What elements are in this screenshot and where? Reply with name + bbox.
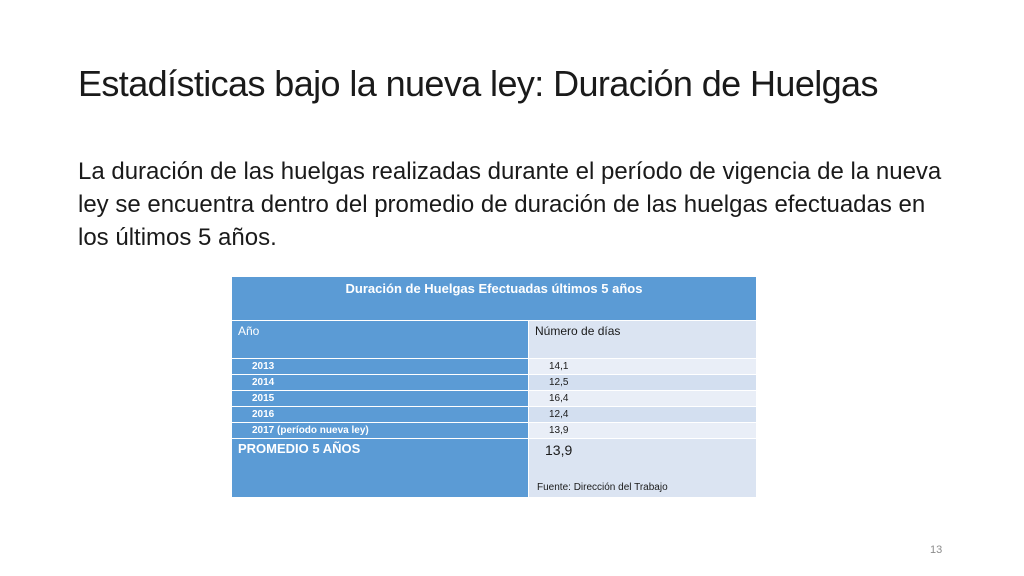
table-average-row: PROMEDIO 5 AÑOS 13,9 Fuente: Dirección d…: [231, 438, 758, 498]
source-note: Fuente: Dirección del Trabajo: [537, 482, 668, 493]
slide-body-text: La duración de las huelgas realizadas du…: [78, 158, 942, 251]
days-cell: 14,1: [527, 358, 758, 375]
days-cell: 12,4: [527, 406, 758, 423]
table-caption-row: Duración de Huelgas Efectuadas últimos 5…: [230, 276, 758, 321]
column-header-days-text: Número de días: [535, 324, 621, 338]
table-row: 2017 (período nueva ley) 13,9: [231, 422, 758, 439]
table-caption: Duración de Huelgas Efectuadas últimos 5…: [230, 276, 758, 321]
year-text: 2013: [252, 361, 275, 372]
days-text: 13,9: [549, 425, 569, 436]
table-row: 2015 16,4: [231, 390, 758, 407]
year-cell: 2014: [231, 374, 529, 391]
page-number: 13: [930, 544, 943, 556]
table-row: 2014 12,5: [231, 374, 758, 391]
year-text: 2017 (período nueva ley): [252, 425, 369, 436]
column-header-days: Número de días: [527, 320, 758, 359]
year-text: 2016: [252, 409, 275, 420]
table-row: 2016 12,4: [231, 406, 758, 423]
days-text: 12,5: [549, 377, 569, 388]
year-cell: 2013: [231, 358, 529, 375]
year-cell: 2016: [231, 406, 529, 423]
table-row: 2013 14,1: [231, 358, 758, 375]
table-caption-text: Duración de Huelgas Efectuadas últimos 5…: [345, 281, 643, 296]
year-cell: 2015: [231, 390, 529, 407]
days-text: 14,1: [549, 361, 569, 372]
year-cell: 2017 (período nueva ley): [231, 422, 529, 439]
strike-duration-table-wrapper: Duración de Huelgas Efectuadas últimos 5…: [230, 276, 758, 498]
column-header-year-text: Año: [238, 324, 260, 338]
table-header-row: Año Número de días: [231, 320, 758, 359]
average-label: PROMEDIO 5 AÑOS: [238, 441, 361, 456]
days-text: 16,4: [549, 393, 569, 404]
days-cell: 12,5: [527, 374, 758, 391]
days-cell: 13,9: [527, 422, 758, 439]
strike-duration-table: Duración de Huelgas Efectuadas últimos 5…: [230, 276, 758, 498]
average-value-cell: 13,9 Fuente: Dirección del Trabajo: [527, 438, 758, 498]
year-text: 2015: [252, 393, 275, 404]
column-header-year: Año: [231, 320, 529, 359]
year-text: 2014: [252, 377, 275, 388]
days-text: 12,4: [549, 409, 569, 420]
average-label-cell: PROMEDIO 5 AÑOS: [231, 438, 529, 498]
average-value: 13,9: [545, 442, 573, 458]
days-cell: 16,4: [527, 390, 758, 407]
slide-title: Estadísticas bajo la nueva ley: Duración…: [78, 63, 878, 104]
